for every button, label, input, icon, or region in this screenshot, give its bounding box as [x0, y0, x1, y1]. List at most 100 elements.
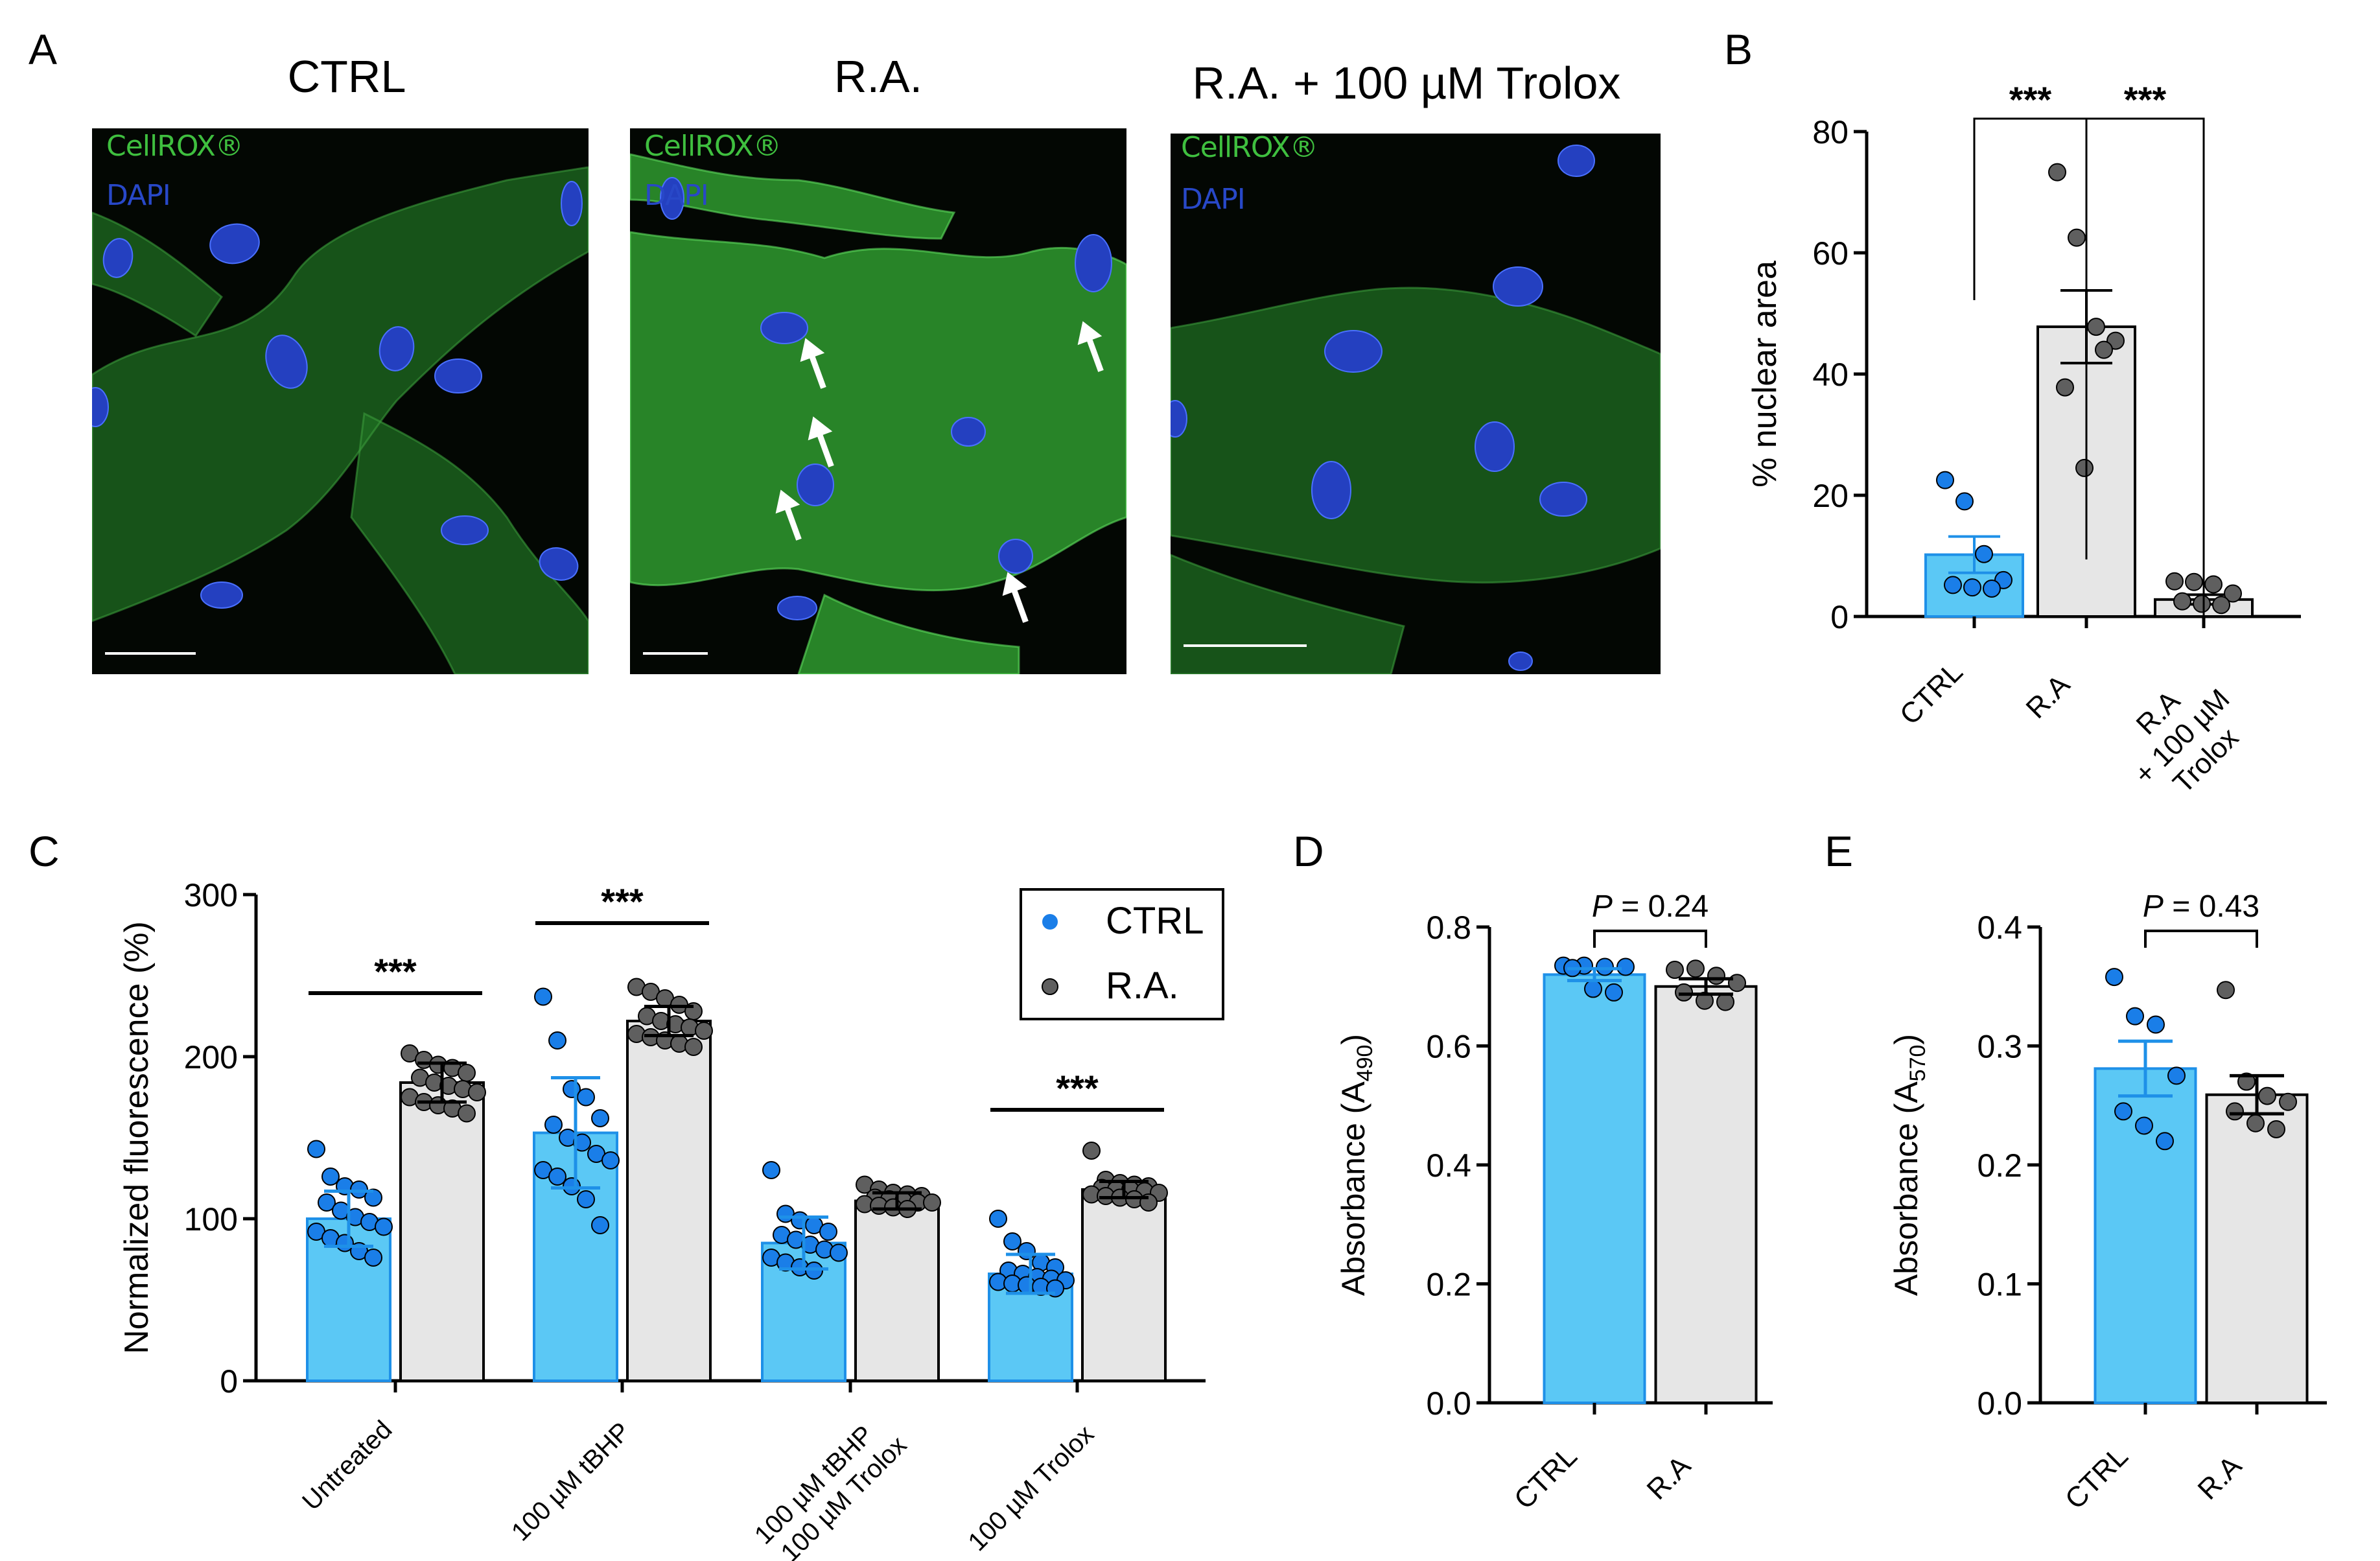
- chart-panel-c: 0 100 200 300 Normalized fluorescence (%) ***…: [118, 877, 1224, 1561]
- p-value-label: P = 0.43: [2143, 889, 2259, 924]
- panel-letter-d: D: [1293, 827, 1324, 875]
- chart-panel-d: 0.0 0.2 0.4 0.6 0.8 Absorbance (A490) CTRL R.A P…: [1335, 889, 1773, 1516]
- chart-panel-b: 0 20 40 60 80 % nuclear area CTRL R.A R.A+ 100 µ…: [1746, 79, 2301, 799]
- nucleus: [951, 417, 986, 447]
- y-tick-label: 0.2: [1426, 1267, 1471, 1303]
- cell-outline: [92, 166, 589, 622]
- data-point: [2167, 1066, 2186, 1085]
- data-point: [2095, 340, 2113, 359]
- chart-panel-e: 0.0 0.1 0.2 0.3 0.4 Absorbance (A570) CTRL R.A P…: [1888, 889, 2327, 1516]
- p-value-number: = 0.43: [2164, 889, 2259, 924]
- nucleus: [379, 326, 415, 371]
- x-tick-label: CTRL: [1894, 656, 1969, 731]
- p-value-symbol: P: [2143, 889, 2164, 924]
- bar-ra: [626, 1020, 712, 1382]
- data-point: [1018, 1242, 1036, 1260]
- data-point: [544, 1116, 563, 1134]
- data-point: [2237, 1072, 2256, 1091]
- data-point: [2185, 572, 2203, 591]
- y-tick-label: 20: [1812, 478, 1849, 514]
- panel-letter-b: B: [1724, 25, 1753, 73]
- cell-body: [630, 232, 1126, 591]
- x-tick-label-line: CTRL: [1894, 656, 1969, 731]
- bar-1: [1654, 985, 1758, 1404]
- nucleus: [434, 358, 482, 393]
- data-point: [1082, 1142, 1101, 1160]
- y-axis-label-end: ): [1335, 1034, 1371, 1045]
- nucleus: [1475, 421, 1515, 472]
- y-tick-label: 0.2: [1977, 1147, 2022, 1184]
- x-tick-label: R.A: [1640, 1450, 1697, 1506]
- y-axis-label-subscript: 570: [1906, 1045, 1930, 1082]
- dapi-label: DAPI: [1181, 183, 1246, 216]
- arrow-marker: [1002, 572, 1029, 623]
- data-point: [1975, 545, 1993, 563]
- arrow-head: [775, 489, 800, 514]
- data-point: [1675, 983, 1693, 1002]
- arrow-marker: [800, 338, 826, 389]
- p-value-bracket: [2144, 930, 2258, 948]
- data-point: [1707, 967, 1725, 985]
- arrow-marker: [1077, 321, 1104, 372]
- data-point: [1716, 992, 1734, 1011]
- data-point: [2056, 378, 2074, 397]
- data-point: [2212, 596, 2230, 615]
- data-point: [468, 1083, 486, 1101]
- dapi-label: DAPI: [644, 179, 709, 212]
- y-tick-label: 100: [184, 1201, 238, 1238]
- panel-letter-e: E: [1825, 827, 1854, 875]
- panel-letter-c: C: [29, 827, 60, 875]
- nucleus: [1171, 400, 1187, 438]
- cell-outline: [630, 231, 1126, 592]
- significance-label: ***: [2009, 79, 2052, 120]
- nucleus: [797, 464, 834, 506]
- data-point: [601, 1151, 620, 1169]
- legend: CTRL R.A.: [1020, 888, 1224, 1020]
- nucleus: [1075, 234, 1112, 292]
- data-point: [548, 1031, 566, 1050]
- data-point: [2126, 1007, 2144, 1026]
- data-point: [1963, 578, 1981, 597]
- data-point: [1728, 974, 1746, 992]
- data-point: [2258, 1086, 2276, 1105]
- arrow-marker: [775, 489, 802, 541]
- x-tick-label: 100 µM Trolox: [962, 1420, 1099, 1556]
- nucleus: [1311, 461, 1351, 519]
- nucleus: [660, 177, 684, 220]
- micrograph-ctrl: CellROX® DAPI: [92, 128, 589, 674]
- nucleus: [1324, 330, 1382, 373]
- data-point: [923, 1193, 941, 1212]
- cell-body: [1171, 288, 1661, 583]
- y-axis-label: Normalized fluorescence (%): [118, 921, 156, 1354]
- data-point: [695, 1022, 713, 1040]
- data-point: [762, 1161, 780, 1179]
- significance-bracket: [1973, 117, 2088, 300]
- arrow-marker: [808, 416, 834, 467]
- data-point: [591, 1109, 609, 1127]
- y-tick-label: 80: [1812, 114, 1849, 150]
- y-tick-label: 0.8: [1426, 910, 1471, 946]
- dapi-label: DAPI: [106, 179, 171, 212]
- y-axis-label: % nuclear area: [1746, 261, 1784, 487]
- y-axis-label: Absorbance (A490): [1335, 1034, 1377, 1296]
- data-point: [684, 1038, 703, 1056]
- image-title-ctrl: CTRL: [287, 51, 406, 102]
- data-point: [1584, 980, 1602, 998]
- x-tick-label: R.A: [2191, 1450, 2248, 1506]
- data-point: [1616, 957, 1635, 976]
- legend-box: [1020, 888, 1224, 1020]
- y-tick-label: 300: [184, 877, 238, 913]
- cell-body: [630, 154, 954, 239]
- cellrox-label: CellROX®: [1181, 134, 1318, 164]
- data-point: [2165, 572, 2184, 591]
- cell-body: [799, 595, 1019, 674]
- data-point: [321, 1168, 340, 1186]
- data-point: [1666, 961, 1684, 980]
- arrow-head: [1077, 321, 1102, 346]
- data-point: [534, 987, 552, 1006]
- data-point: [1936, 471, 1954, 489]
- cell-outline: [92, 211, 223, 338]
- data-point: [2267, 1120, 2285, 1138]
- data-point: [830, 1243, 848, 1262]
- arrow-head: [808, 416, 833, 441]
